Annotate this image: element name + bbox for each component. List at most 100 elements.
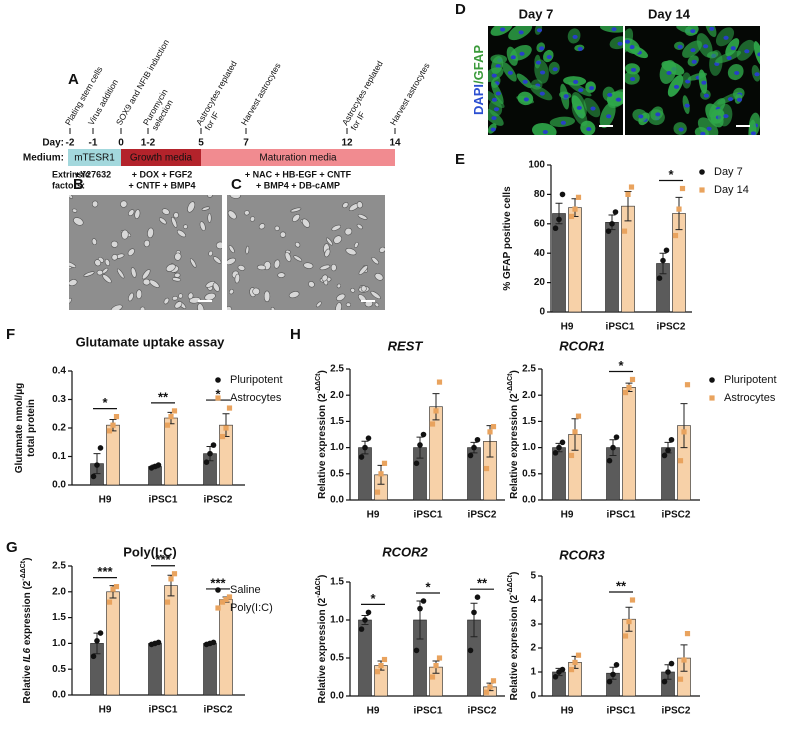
data-point bbox=[559, 439, 566, 446]
nucleus bbox=[500, 27, 506, 32]
y-tick-label: 4 bbox=[530, 595, 536, 606]
y-label-run: ) bbox=[22, 558, 33, 561]
data-point bbox=[605, 228, 612, 234]
data-point bbox=[94, 462, 100, 468]
y-tick-label: 0.4 bbox=[52, 366, 66, 377]
data-point bbox=[436, 655, 443, 661]
y-label-run: Glutamate nmol/μg bbox=[14, 383, 25, 474]
day: 14 bbox=[389, 138, 401, 149]
data-point bbox=[681, 429, 687, 435]
data-point bbox=[559, 666, 566, 673]
data-point bbox=[417, 605, 423, 612]
x-tick-label: iPSC1 bbox=[607, 510, 636, 521]
day: 12 bbox=[341, 138, 353, 149]
y-axis-label: Relative expression (2-ΔΔCt) bbox=[315, 370, 327, 499]
cell bbox=[173, 212, 179, 219]
nucleus bbox=[539, 91, 545, 96]
data-point bbox=[97, 630, 104, 636]
x-tick-label: H9 bbox=[99, 705, 112, 716]
data-point bbox=[613, 662, 620, 668]
cell bbox=[142, 278, 151, 286]
y-tick-label: 1.5 bbox=[522, 416, 536, 427]
nucleus bbox=[750, 131, 756, 135]
cell bbox=[335, 302, 342, 310]
x-tick-label: iPSC2 bbox=[662, 510, 691, 521]
y-tick-label: 2 bbox=[530, 643, 536, 654]
data-point bbox=[487, 429, 493, 435]
legend-label: Poly(I:C) bbox=[230, 602, 273, 614]
cell bbox=[284, 251, 292, 262]
x-tick-label: iPSC2 bbox=[662, 706, 691, 717]
chart-title: RCOR2 bbox=[382, 544, 428, 559]
data-point bbox=[610, 671, 616, 678]
cell bbox=[228, 245, 235, 254]
medium-name: mTESR1 bbox=[74, 153, 115, 164]
legend-label: Saline bbox=[230, 584, 261, 596]
day: 0 bbox=[118, 138, 124, 149]
nucleus bbox=[577, 46, 583, 51]
cell bbox=[110, 304, 123, 310]
significance: ** bbox=[616, 578, 627, 593]
legend-marker bbox=[709, 395, 715, 401]
y-tick-label: 0.1 bbox=[52, 451, 66, 462]
cell bbox=[256, 264, 267, 271]
chart-title: REST bbox=[388, 338, 424, 353]
panel-label: C bbox=[231, 176, 242, 193]
factors-label: Extrinsic bbox=[52, 169, 90, 179]
x-tick-label: H9 bbox=[561, 322, 574, 333]
cell bbox=[104, 258, 111, 267]
y-axis-label: Relative expression (2-ΔΔCt) bbox=[507, 572, 519, 701]
micrograph bbox=[227, 195, 385, 310]
y-tick-label: 0.0 bbox=[52, 690, 66, 701]
data-point bbox=[413, 460, 420, 467]
event: Harvest astrocytes bbox=[388, 61, 432, 127]
y-tick-label: 1.0 bbox=[522, 442, 536, 453]
nucleus bbox=[573, 79, 579, 84]
y-label-run: IL6 bbox=[22, 647, 33, 662]
factor: + BMP4 + DB-cAMP bbox=[256, 180, 340, 190]
data-point bbox=[155, 462, 162, 468]
data-point bbox=[168, 576, 174, 582]
y-tick-label: 3 bbox=[530, 619, 536, 630]
cell bbox=[294, 241, 301, 248]
data-point bbox=[490, 424, 497, 430]
cell bbox=[188, 297, 201, 304]
y-label-run: ) bbox=[509, 572, 520, 575]
significance: *** bbox=[210, 575, 226, 590]
cell bbox=[229, 195, 241, 199]
cell bbox=[69, 297, 72, 304]
data-point bbox=[559, 191, 566, 198]
cell bbox=[94, 259, 102, 267]
bar bbox=[622, 387, 636, 501]
significance: * bbox=[618, 358, 624, 373]
nucleus bbox=[691, 59, 697, 64]
bar bbox=[429, 406, 443, 501]
cell bbox=[336, 283, 341, 289]
data-point bbox=[113, 414, 120, 420]
cell bbox=[187, 201, 196, 213]
significance: * bbox=[102, 395, 108, 410]
data-point bbox=[661, 678, 668, 685]
medium-label: Medium: bbox=[23, 153, 64, 164]
factor: + DOX + FGF2 bbox=[132, 169, 193, 179]
data-point bbox=[552, 225, 559, 232]
data-point bbox=[210, 442, 217, 448]
cell bbox=[121, 229, 129, 240]
legend-label: Day 7 bbox=[714, 166, 743, 178]
data-point bbox=[207, 450, 213, 457]
nucleus bbox=[730, 46, 736, 51]
cell bbox=[183, 224, 188, 229]
data-point bbox=[677, 458, 684, 464]
micrograph bbox=[625, 26, 760, 135]
x-tick-label: iPSC2 bbox=[657, 322, 686, 333]
medium-name: Growth media bbox=[130, 153, 193, 164]
data-point bbox=[487, 684, 493, 690]
nucleus bbox=[563, 94, 569, 99]
event-line: Harvest astrocytes bbox=[239, 61, 283, 127]
x-tick-label: iPSC2 bbox=[468, 706, 497, 717]
cell bbox=[130, 267, 137, 278]
micrograph bbox=[69, 195, 222, 310]
y-tick-label: 1.5 bbox=[52, 612, 66, 623]
data-point bbox=[374, 669, 381, 675]
